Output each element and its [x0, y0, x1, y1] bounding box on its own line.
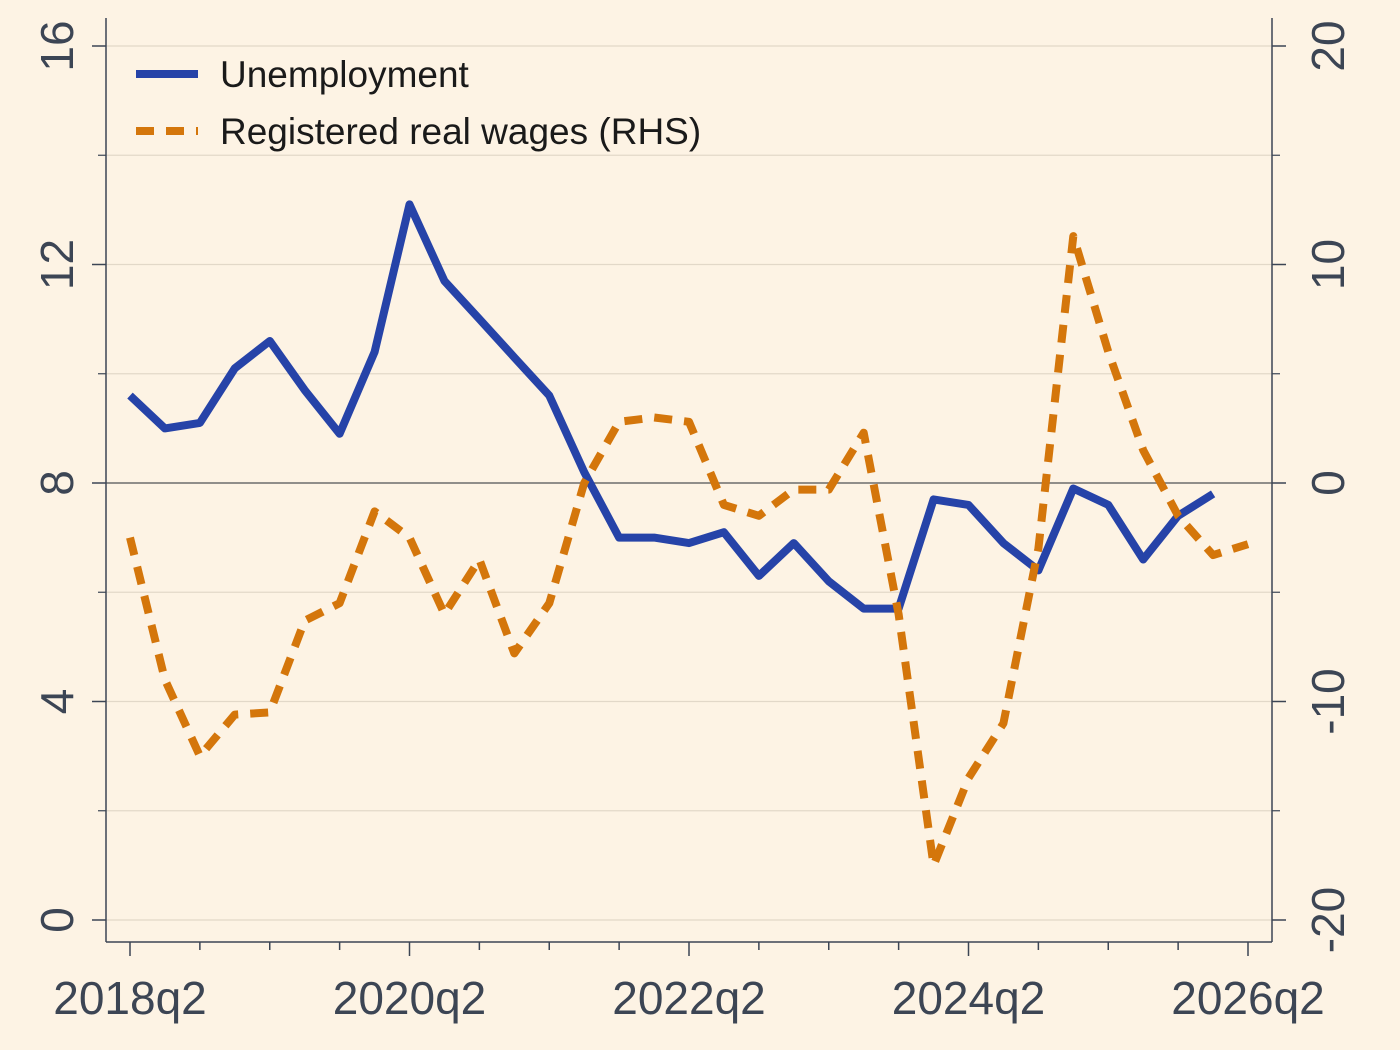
series-lines — [126, 200, 1250, 870]
y-left-tick-label: 16 — [31, 20, 83, 71]
legend-label-real-wages: Registered real wages (RHS) — [220, 111, 701, 152]
y-left-tick-label: 0 — [31, 907, 83, 933]
y-right-tick-label: -10 — [1302, 668, 1354, 734]
series-line-real-wages — [126, 232, 1250, 870]
axes: 0 4 8 12 16 -20 -10 0 10 20 2018q2 2020q2 2022q2 2024… — [31, 18, 1354, 1024]
x-tick-label: 2024q2 — [892, 972, 1046, 1024]
y-right-tick-label: 0 — [1302, 470, 1354, 496]
x-tick-label: 2026q2 — [1171, 972, 1325, 1024]
y-right-tick-label: -20 — [1302, 887, 1354, 953]
y-left-tick-label: 4 — [31, 689, 83, 715]
legend-label-unemployment: Unemployment — [220, 54, 470, 95]
gridlines — [106, 45, 1272, 921]
y-right-tick-label: 10 — [1302, 239, 1354, 290]
x-tick-label: 2018q2 — [53, 972, 207, 1024]
legend: Unemployment Registered real wages (RHS) — [136, 54, 701, 152]
y-left-tick-label: 12 — [31, 239, 83, 290]
x-tick-label: 2020q2 — [333, 972, 487, 1024]
y-right-tick-label: 20 — [1302, 20, 1354, 71]
y-left-tick-label: 8 — [31, 470, 83, 496]
x-tick-label: 2022q2 — [612, 972, 766, 1024]
